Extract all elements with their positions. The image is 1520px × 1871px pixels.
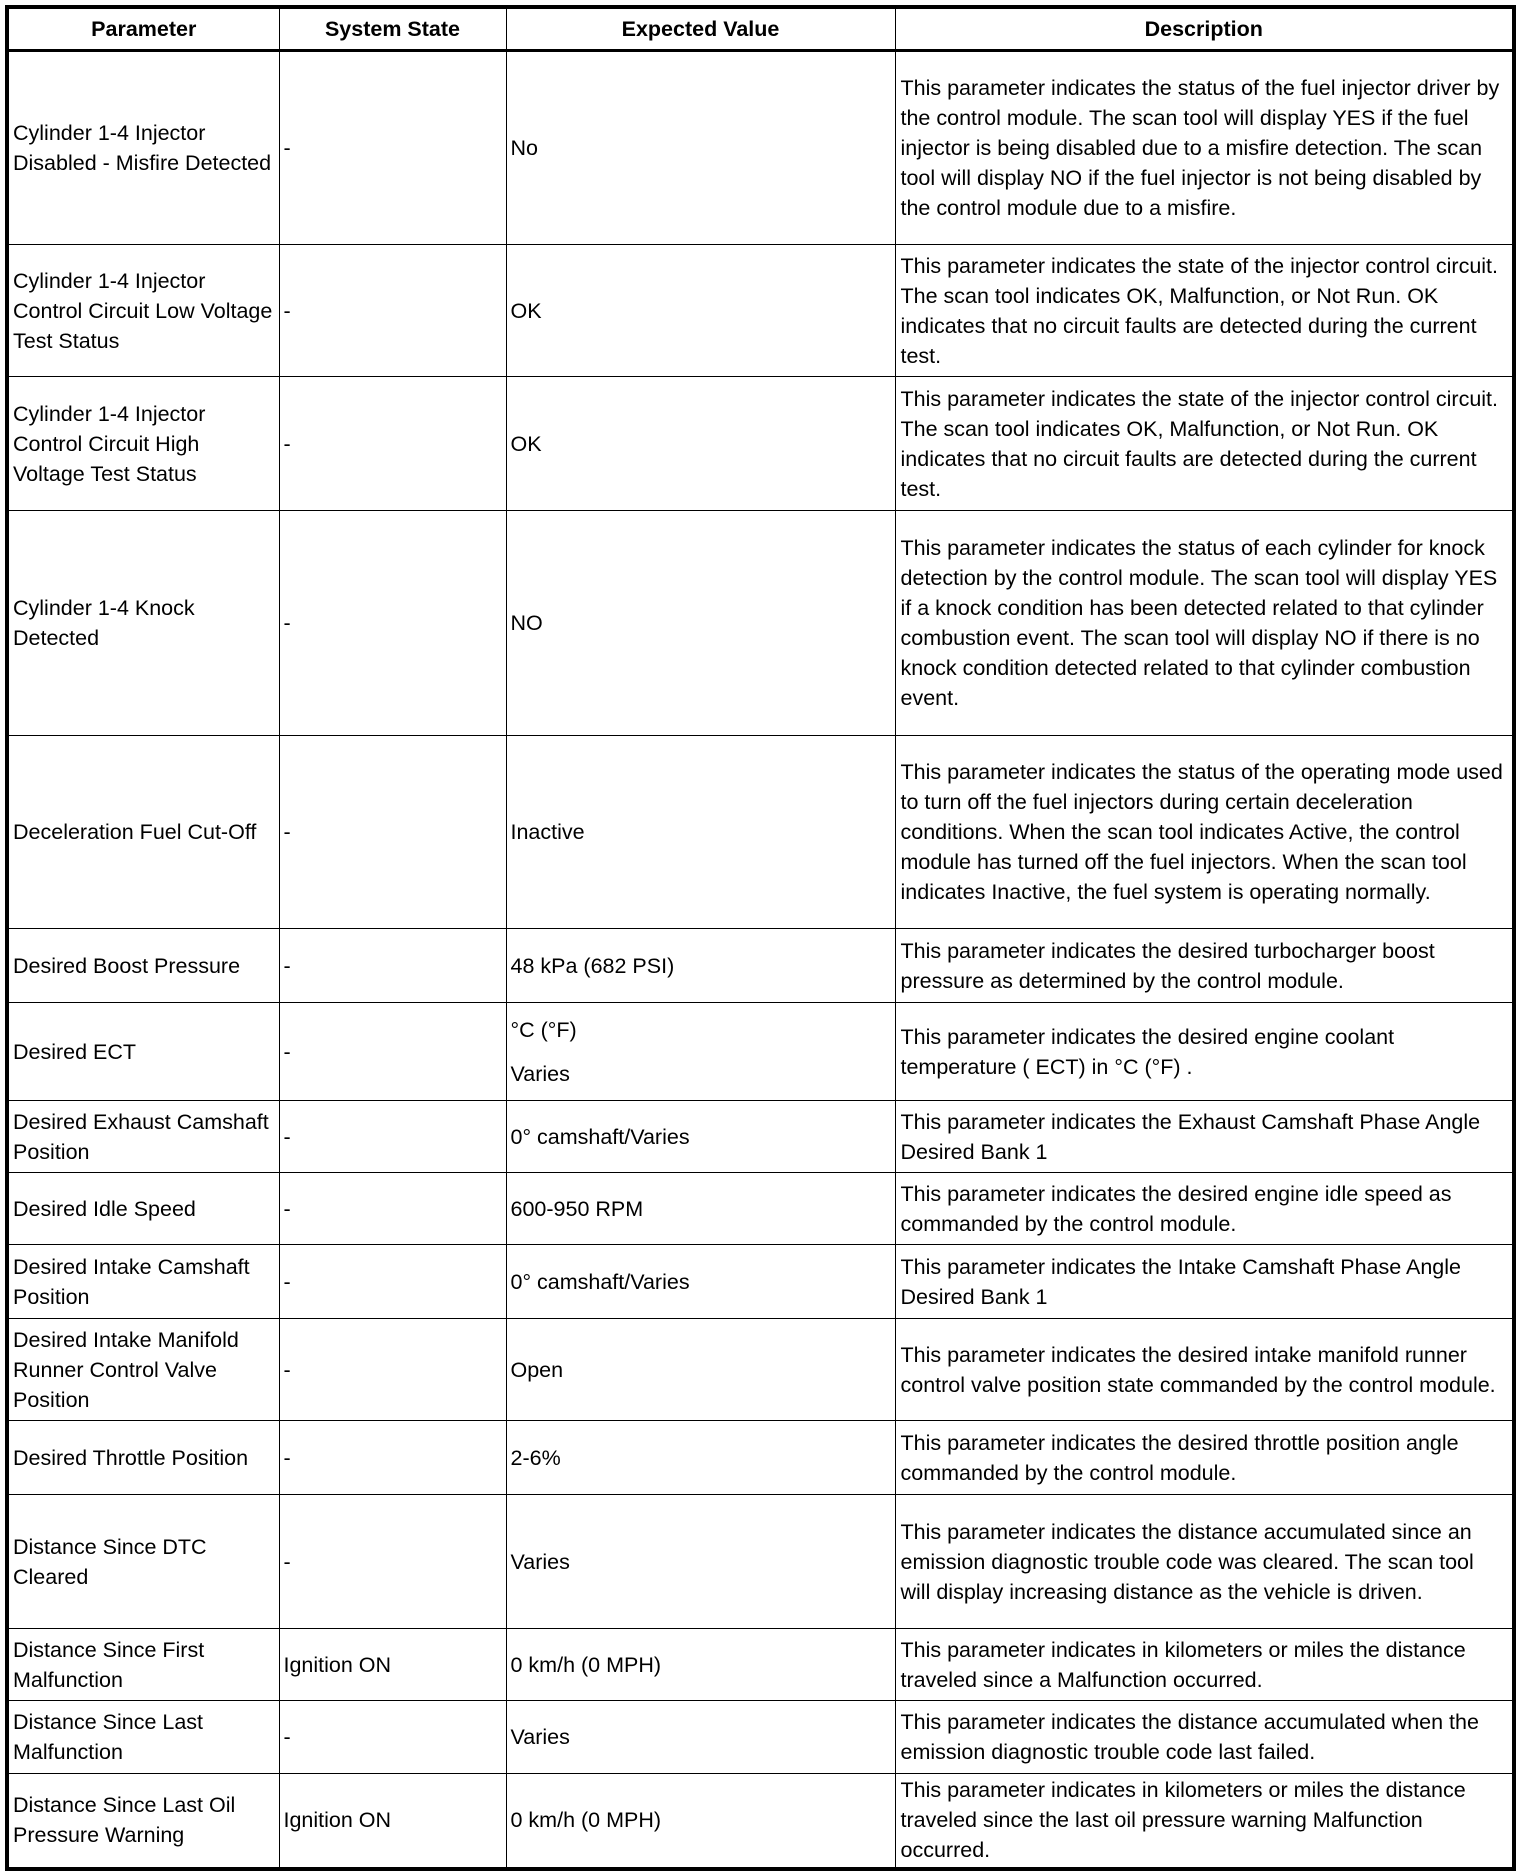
table-row: Desired Intake Camshaft Position -0° cams… [6, 1244, 1515, 1319]
expected-value-cell: No [505, 50, 896, 245]
system-state-cell: - [278, 244, 507, 377]
expected-value-cell: Varies [505, 1494, 896, 1629]
parameter-cell: Cylinder 1-4 Injector Control Circuit Lo… [6, 244, 280, 377]
parameter-cell: Cylinder 1-4 Injector Disabled - Misfire… [6, 50, 280, 245]
expected-value-cell: Open [505, 1318, 896, 1421]
header-system-state: System State [278, 6, 507, 52]
description-cell: This parameter indicates the desired thr… [894, 1420, 1515, 1495]
expected-value-cell: 2-6% [505, 1420, 896, 1495]
parameter-cell: Cylinder 1-4 Knock Detected [6, 510, 280, 736]
expected-value-cell: 600-950 RPM [505, 1172, 896, 1245]
header-expected-value: Expected Value [505, 6, 896, 52]
table-row: Distance Since Last Oil Pressure Warning… [6, 1773, 1515, 1869]
table-row: Desired Idle Speed -600-950 RPM This param… [6, 1172, 1515, 1245]
system-state-cell: - [278, 1172, 507, 1245]
parameter-table: Parameter System State Expected Value De… [5, 5, 1516, 1871]
system-state-cell: Ignition ON [278, 1773, 507, 1869]
expected-value-cell: NO [505, 510, 896, 736]
parameter-cell: Desired Boost Pressure [6, 928, 280, 1003]
parameter-cell: Desired Intake Camshaft Position [6, 1244, 280, 1319]
expected-value-cell: OK [505, 244, 896, 377]
expected-value-cell: 0° camshaft/Varies [505, 1244, 896, 1319]
description-cell: This parameter indicates in kilometers o… [894, 1773, 1515, 1869]
parameter-cell: Distance Since Last Malfunction [6, 1700, 280, 1774]
table-row: Cylinder 1-4 Injector Control Circuit Lo… [6, 244, 1515, 377]
expected-value-line: °C (°F) [510, 1017, 577, 1042]
system-state-cell: - [278, 1244, 507, 1319]
system-state-cell: - [278, 510, 507, 736]
table-row: Cylinder 1-4 Injector Control Circuit Hi… [6, 376, 1515, 511]
description-cell: This parameter indicates the desired int… [894, 1318, 1515, 1421]
table-row: Desired Exhaust Camshaft Position -0° cam… [6, 1100, 1515, 1173]
parameter-cell: Desired Intake Manifold Runner Control V… [6, 1318, 280, 1421]
expected-value-cell: Varies [505, 1700, 896, 1774]
system-state-cell: - [278, 1700, 507, 1774]
parameter-cell: Desired Idle Speed [6, 1172, 280, 1245]
description-cell: This parameter indicates the Intake Cams… [894, 1244, 1515, 1319]
description-cell: This parameter indicates in kilometers o… [894, 1628, 1515, 1701]
header-description: Description [894, 6, 1515, 52]
description-cell: This parameter indicates the status of e… [894, 510, 1515, 736]
expected-value-cell: 0 km/h (0 MPH) [505, 1628, 896, 1701]
parameter-cell: Desired Exhaust Camshaft Position [6, 1100, 280, 1173]
system-state-cell: - [278, 735, 507, 929]
system-state-cell: - [278, 1318, 507, 1421]
description-cell: This parameter indicates the status of t… [894, 735, 1515, 929]
expected-value-cell: 0° camshaft/Varies [505, 1100, 896, 1173]
expected-value-cell: Inactive [505, 735, 896, 929]
table-row: Cylinder 1-4 Knock Detected - NO This param… [6, 510, 1515, 736]
system-state-cell: - [278, 376, 507, 511]
system-state-cell: - [278, 1002, 507, 1101]
table-row: Cylinder 1-4 Injector Disabled - Misfire… [6, 50, 1515, 245]
header-parameter: Parameter [6, 6, 280, 52]
header-row: Parameter System State Expected Value De… [6, 6, 1515, 52]
parameter-cell: Desired Throttle Position [6, 1420, 280, 1495]
expected-value-cell: 0 km/h (0 MPH) [505, 1773, 896, 1869]
system-state-cell: Ignition ON [278, 1628, 507, 1701]
table-row: Distance Since DTC Cleared - Varies This pa… [6, 1494, 1515, 1629]
system-state-cell: - [278, 50, 507, 245]
parameter-cell: Distance Since Last Oil Pressure Warning [6, 1773, 280, 1869]
expected-value-cell: °C (°F) Varies [505, 1002, 896, 1101]
parameter-cell: Desired ECT [6, 1002, 280, 1101]
parameter-cell: Distance Since First Malfunction [6, 1628, 280, 1701]
table-row: Distance Since First Malfunction Ignition… [6, 1628, 1515, 1701]
system-state-cell: - [278, 1100, 507, 1173]
description-cell: This parameter indicates the desired eng… [894, 1172, 1515, 1245]
table-row: Desired Throttle Position -2-6% This param… [6, 1420, 1515, 1495]
expected-value-line: Varies [510, 1061, 570, 1086]
description-cell: This parameter indicates the state of th… [894, 244, 1515, 377]
description-cell: This parameter indicates the desired eng… [894, 1002, 1515, 1101]
table-row: Desired Boost Pressure -48 kPa (682 PSI) T… [6, 928, 1515, 1003]
description-cell: This parameter indicates the desired tur… [894, 928, 1515, 1003]
table-row: Deceleration Fuel Cut-Off - Inactive This p… [6, 735, 1515, 929]
expected-value-cell: 48 kPa (682 PSI) [505, 928, 896, 1003]
description-cell: This parameter indicates the Exhaust Cam… [894, 1100, 1515, 1173]
parameter-cell: Cylinder 1-4 Injector Control Circuit Hi… [6, 376, 280, 511]
table-row: Distance Since Last Malfunction - Varies Th… [6, 1700, 1515, 1774]
system-state-cell: - [278, 1420, 507, 1495]
description-cell: This parameter indicates the state of th… [894, 376, 1515, 511]
system-state-cell: - [278, 1494, 507, 1629]
expected-value-cell: OK [505, 376, 896, 511]
table-row: Desired ECT - °C (°F) Varies This parameter … [6, 1002, 1515, 1101]
parameter-cell: Deceleration Fuel Cut-Off [6, 735, 280, 929]
description-cell: This parameter indicates the distance ac… [894, 1700, 1515, 1774]
table-row: Desired Intake Manifold Runner Control V… [6, 1318, 1515, 1421]
system-state-cell: - [278, 928, 507, 1003]
description-cell: This parameter indicates the status of t… [894, 50, 1515, 245]
parameter-cell: Distance Since DTC Cleared [6, 1494, 280, 1629]
description-cell: This parameter indicates the distance ac… [894, 1494, 1515, 1629]
